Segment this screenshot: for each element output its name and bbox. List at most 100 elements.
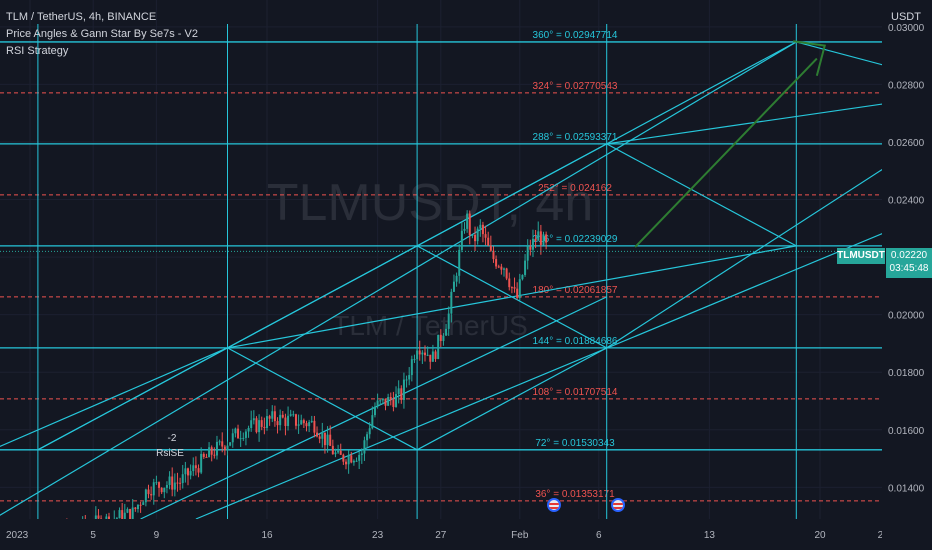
candle-body [294, 414, 297, 426]
candle-body [545, 234, 548, 243]
gann-angle-line [227, 347, 418, 451]
candle-body [342, 454, 345, 462]
candle-body [292, 414, 295, 416]
x-tick-label: 27 [435, 530, 447, 541]
bar-countdown: 03:45:48 [889, 263, 929, 274]
candle-body [408, 375, 411, 380]
x-tick-label: 5 [90, 530, 96, 541]
candle-body [431, 351, 434, 362]
y-tick-label: 0.03000 [888, 23, 925, 34]
candle-body [208, 447, 211, 458]
candle-body [518, 279, 521, 298]
indicator-rsi-label[interactable]: RSI Strategy [6, 45, 69, 57]
candle-body [305, 423, 308, 427]
gann-angle-line [37, 143, 607, 451]
candle-body [316, 432, 319, 437]
candle-body [318, 436, 321, 439]
candle-body [297, 424, 300, 426]
candle-body [326, 434, 329, 446]
candle-body [200, 453, 203, 473]
candle-body [542, 234, 545, 245]
candle-body [242, 437, 245, 439]
candle-body [144, 489, 147, 503]
candle-body [218, 441, 221, 443]
candle-body [426, 354, 429, 356]
y-tick-label: 0.02000 [888, 311, 925, 322]
candle-body [413, 359, 416, 361]
candle-body [492, 250, 495, 260]
rsi-signal: -2 RsiSE [156, 433, 184, 459]
x-tick-label: 16 [261, 530, 273, 541]
gann-diagonals [0, 24, 932, 520]
candle-body [266, 416, 268, 428]
candle-body [392, 399, 395, 407]
candle-body [134, 507, 137, 510]
candle-body [397, 388, 400, 395]
candle-body [310, 420, 313, 423]
candle-body [429, 354, 432, 362]
candle-body [258, 420, 261, 433]
candle-body [384, 398, 387, 406]
candle-body [442, 335, 445, 341]
candle-body [287, 415, 290, 426]
candle-body [187, 468, 189, 476]
candle-body [313, 420, 316, 433]
candle-body [516, 288, 519, 298]
candle-body [524, 260, 527, 275]
candlestick-series [0, 210, 882, 550]
gann-level-label: 36° = 0.01353171 [535, 489, 615, 500]
y-tick-label: 0.01800 [888, 368, 925, 379]
candle-body [300, 420, 303, 425]
candle-body [221, 441, 224, 447]
candle-body [352, 460, 355, 463]
candle-body [373, 406, 376, 416]
candle-body [466, 213, 469, 229]
candle-body [337, 450, 340, 453]
symbol-title[interactable]: TLM / TetherUS, 4h, BINANCE [6, 11, 157, 23]
candle-body [455, 275, 458, 282]
candle-body [223, 446, 226, 451]
gann-angle-line [140, 296, 607, 520]
candle-body [371, 415, 374, 429]
us-flag-event-icon[interactable] [547, 498, 561, 512]
candle-body [234, 428, 237, 434]
candle-body [173, 482, 176, 490]
candle-body [213, 454, 216, 456]
candle-body [481, 224, 484, 235]
candle-body [271, 411, 274, 419]
candle-body [284, 417, 287, 426]
candle-body [474, 234, 477, 242]
candle-body [129, 509, 132, 522]
indicator-gann-label[interactable]: Price Angles & Gann Star By Se7s - V2 [6, 28, 198, 40]
gann-level-label: 360° = 0.02947714 [533, 30, 618, 41]
candle-body [368, 428, 371, 435]
y-tick-label: 0.02400 [888, 196, 925, 207]
candle-body [215, 441, 218, 456]
gann-level-label: 144° = 0.01884686 [533, 336, 618, 347]
x-tick-label: 6 [596, 530, 602, 541]
gann-angle-line [0, 347, 228, 448]
watermark-name: TLM / TetherUS [332, 310, 528, 341]
candle-body [387, 397, 390, 406]
candle-body [155, 482, 158, 484]
candle-body [171, 476, 174, 490]
candle-body [289, 414, 292, 416]
gann-level-label: 288° = 0.02593371 [533, 132, 618, 143]
candle-body [437, 334, 440, 359]
chart-grid [0, 0, 884, 519]
candle-body [158, 482, 161, 488]
candle-body [345, 461, 347, 465]
candle-body [366, 434, 369, 441]
candle-body [379, 400, 382, 402]
candle-body [231, 433, 234, 443]
gann-angle-line [416, 245, 607, 349]
candle-body [471, 234, 474, 236]
gann-level-label: 180° = 0.02061857 [533, 285, 618, 296]
candle-body [497, 266, 500, 268]
candle-body [210, 447, 213, 455]
us-flag-event-icon[interactable] [611, 498, 625, 512]
candle-body [347, 455, 350, 465]
candle-body [147, 489, 150, 495]
candle-body [458, 249, 461, 276]
